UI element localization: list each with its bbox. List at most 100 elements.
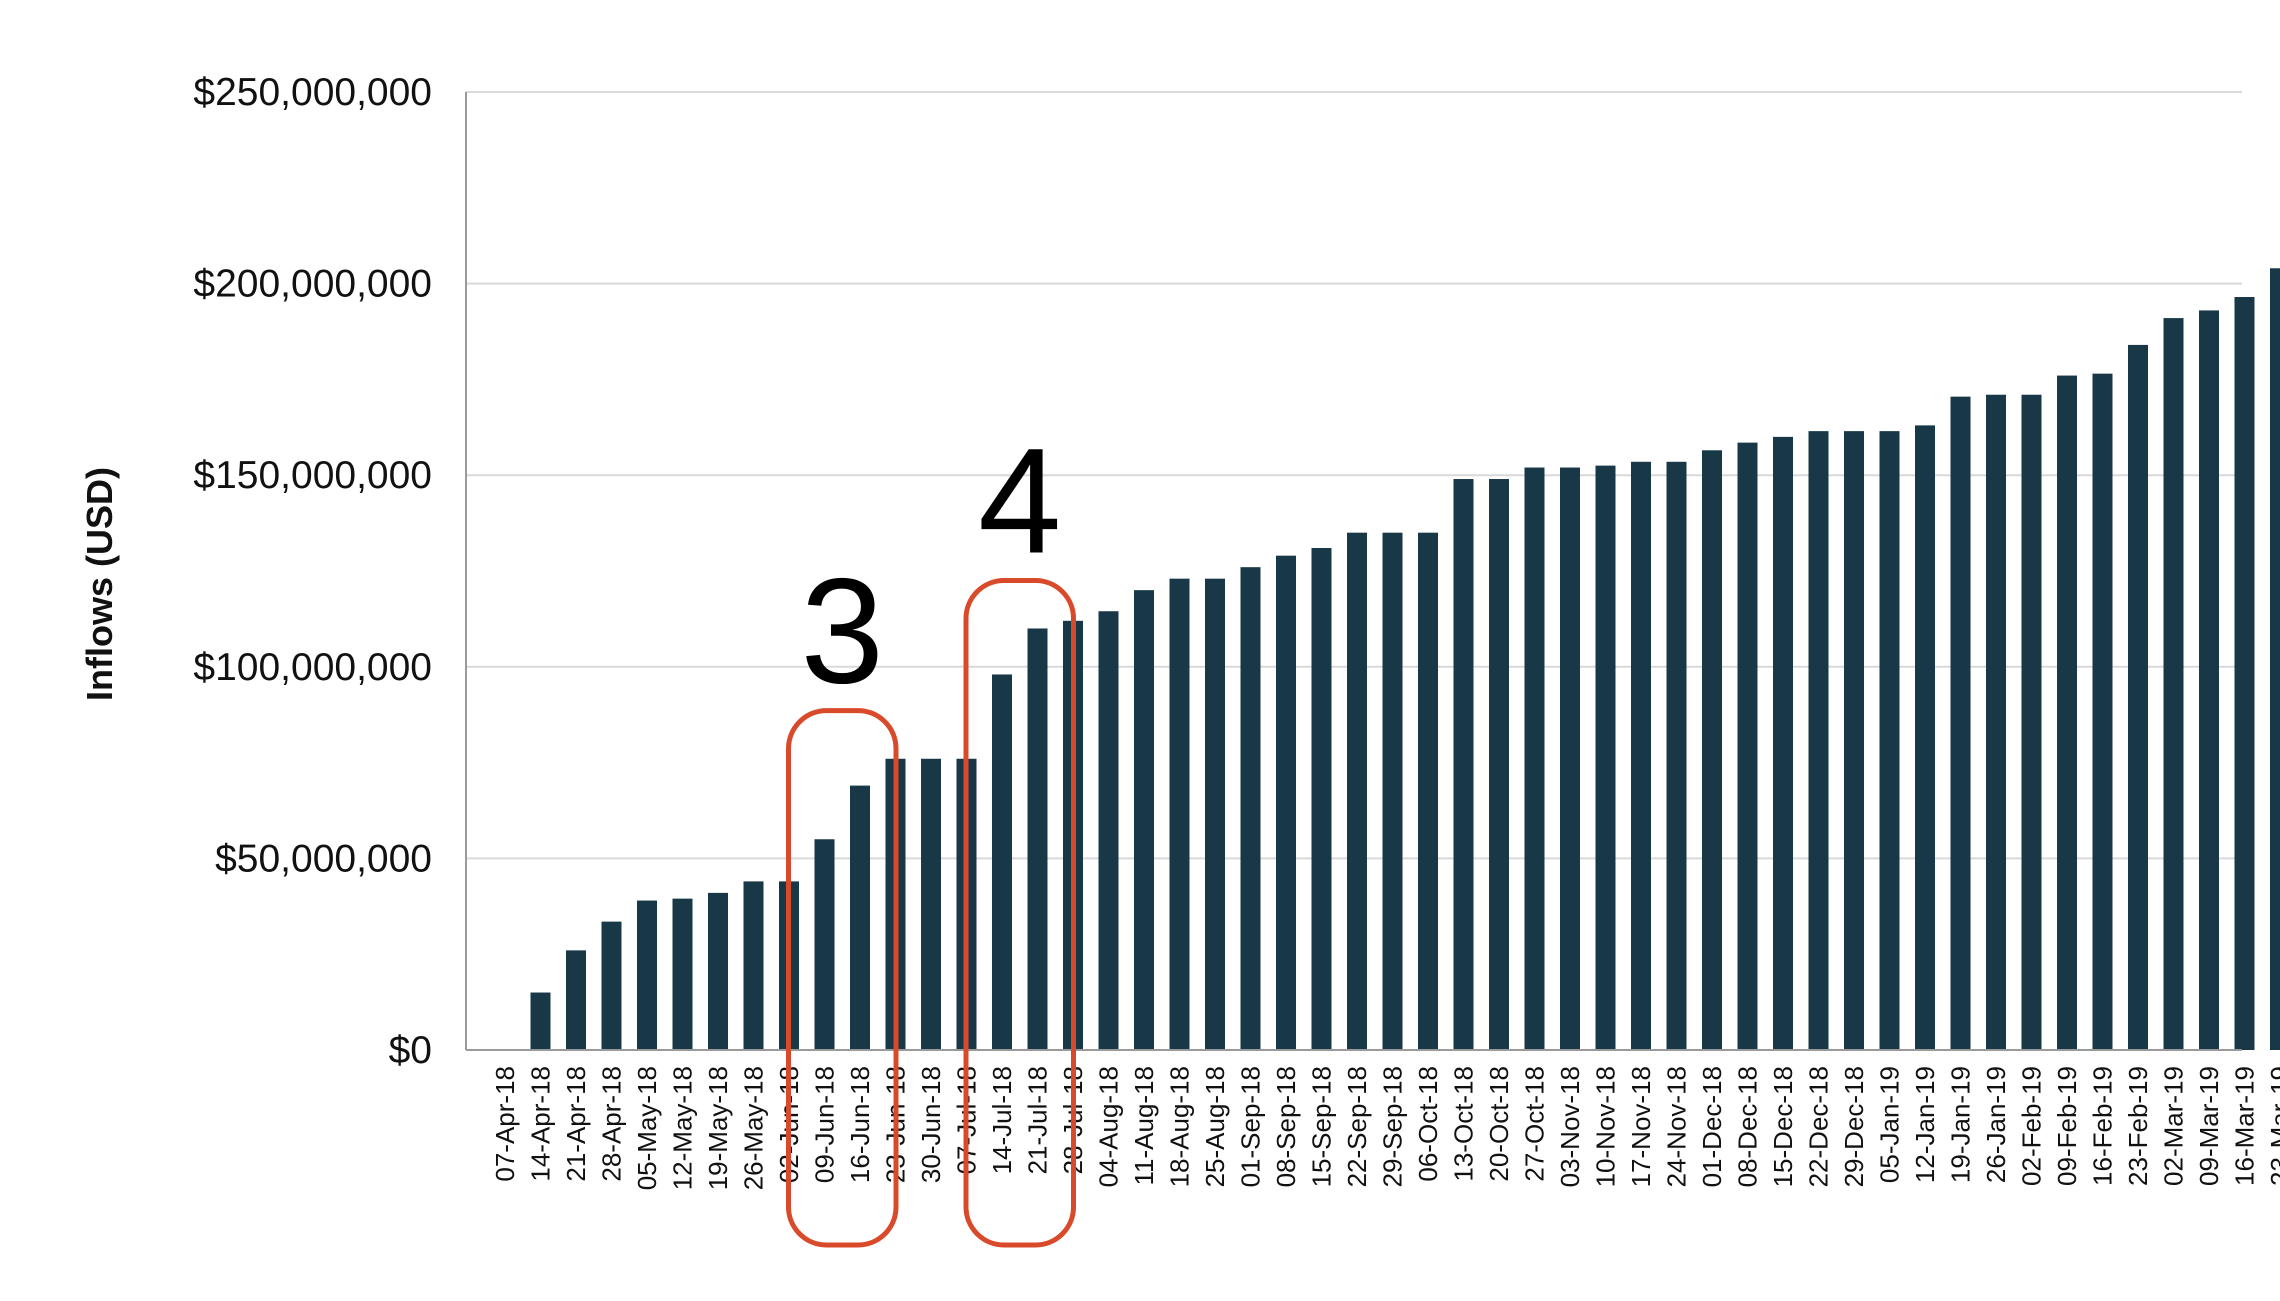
x-tick-label: 21-Jul-18 [1023, 1066, 1053, 1174]
bar [1205, 579, 1225, 1050]
bar [1134, 590, 1154, 1050]
bar [1418, 533, 1438, 1050]
x-tick-label: 23-Feb-19 [2123, 1066, 2153, 1186]
bar [566, 950, 586, 1050]
annotation-label: 3 [801, 547, 884, 715]
y-tick-label: $50,000,000 [215, 837, 432, 880]
x-tick-label: 19-May-18 [703, 1066, 733, 1190]
x-tick-label: 06-Oct-18 [1413, 1066, 1443, 1182]
x-tick-label: 12-May-18 [668, 1066, 698, 1190]
bar [992, 674, 1012, 1050]
bar [1702, 450, 1722, 1050]
y-tick-label: $200,000,000 [193, 263, 432, 306]
bar [1915, 425, 1935, 1050]
bar [744, 881, 764, 1050]
bar [602, 922, 622, 1050]
x-tick-label: 22-Dec-18 [1804, 1066, 1834, 1187]
y-axis-label: Inflows (USD) [79, 467, 120, 701]
x-tick-label: 24-Nov-18 [1662, 1066, 1692, 1187]
bar [1241, 567, 1261, 1050]
bar [1099, 611, 1119, 1050]
x-tick-label: 27-Oct-18 [1520, 1066, 1550, 1182]
bar [1383, 533, 1403, 1050]
x-tick-label: 15-Dec-18 [1768, 1066, 1798, 1187]
bar [2022, 395, 2042, 1050]
bar [850, 786, 870, 1050]
bar [1489, 479, 1509, 1050]
x-tick-label: 28-Apr-18 [597, 1066, 627, 1182]
x-tick-label: 13-Oct-18 [1449, 1066, 1479, 1182]
x-tick-label: 20-Oct-18 [1484, 1066, 1514, 1182]
x-tick-label: 10-Nov-18 [1591, 1066, 1621, 1187]
x-tick-label: 02-Feb-19 [2017, 1066, 2047, 1186]
bar [1880, 431, 1900, 1050]
x-tick-label: 16-Feb-19 [2088, 1066, 2118, 1186]
bar [1986, 395, 2006, 1050]
annotation-label: 4 [978, 416, 1061, 584]
bar [2057, 376, 2077, 1050]
x-tick-label: 01-Sep-18 [1236, 1066, 1266, 1187]
bar [1738, 443, 1758, 1050]
bar [1667, 462, 1687, 1050]
x-tick-label: 04-Aug-18 [1094, 1066, 1124, 1187]
x-tick-label: 26-Jan-19 [1981, 1066, 2011, 1183]
bar [1028, 628, 1048, 1050]
x-tick-label: 30-Jun-18 [916, 1066, 946, 1183]
bar [1596, 466, 1616, 1050]
y-tick-label: $250,000,000 [193, 71, 432, 114]
bar [673, 899, 693, 1050]
bar [1525, 468, 1545, 1050]
x-tick-label: 09-Jun-18 [810, 1066, 840, 1183]
y-tick-label: $150,000,000 [193, 454, 432, 497]
y-tick-label: $0 [389, 1029, 432, 1072]
x-tick-label: 12-Jan-19 [1910, 1066, 1940, 1183]
bar [1773, 437, 1793, 1050]
bar [2164, 318, 2184, 1050]
x-tick-label: 25-Aug-18 [1200, 1066, 1230, 1187]
bar [1560, 468, 1580, 1050]
x-tick-label: 16-Jun-18 [845, 1066, 875, 1183]
x-tick-label: 11-Aug-18 [1129, 1066, 1159, 1186]
bar [2270, 268, 2280, 1050]
x-tick-label: 18-Aug-18 [1165, 1066, 1195, 1187]
x-tick-label: 05-May-18 [632, 1066, 662, 1190]
x-tick-label: 15-Sep-18 [1307, 1066, 1337, 1187]
x-tick-label: 08-Dec-18 [1733, 1066, 1763, 1187]
y-tick-label: $100,000,000 [193, 646, 432, 689]
bar [1844, 431, 1864, 1050]
x-tick-label: 16-Mar-19 [2230, 1066, 2260, 1186]
bar [2128, 345, 2148, 1050]
bar [708, 893, 728, 1050]
x-tick-label: 17-Nov-18 [1626, 1066, 1656, 1187]
x-tick-label: 05-Jan-19 [1875, 1066, 1905, 1183]
bar [1347, 533, 1367, 1050]
x-tick-label: 23-Mar-19 [2265, 1066, 2280, 1186]
x-tick-label: 21-Apr-18 [561, 1066, 591, 1182]
x-tick-label: 09-Feb-19 [2052, 1066, 2082, 1186]
bar [1276, 556, 1296, 1050]
bar [1454, 479, 1474, 1050]
bar [637, 901, 657, 1050]
bar [2199, 310, 2219, 1050]
y-tick-labels: $0 $50,000,000 $100,000,000 $150,000,000 $20… [193, 71, 432, 1072]
x-tick-label: 19-Jan-19 [1946, 1066, 1976, 1183]
bar [1951, 397, 1971, 1050]
x-tick-label: 01-Dec-18 [1697, 1066, 1727, 1187]
x-tick-label: 22-Sep-18 [1342, 1066, 1372, 1187]
bar [531, 993, 551, 1050]
bar [1809, 431, 1829, 1050]
x-tick-label: 07-Apr-18 [490, 1066, 520, 1182]
bar [1170, 579, 1190, 1050]
bar [2093, 374, 2113, 1050]
bar [921, 759, 941, 1050]
bar [1631, 462, 1651, 1050]
x-tick-label: 26-May-18 [739, 1066, 769, 1190]
bar [2235, 297, 2255, 1050]
bar [1312, 548, 1332, 1050]
x-tick-label: 08-Sep-18 [1271, 1066, 1301, 1187]
x-tick-label: 29-Sep-18 [1378, 1066, 1408, 1187]
bar [815, 839, 835, 1050]
